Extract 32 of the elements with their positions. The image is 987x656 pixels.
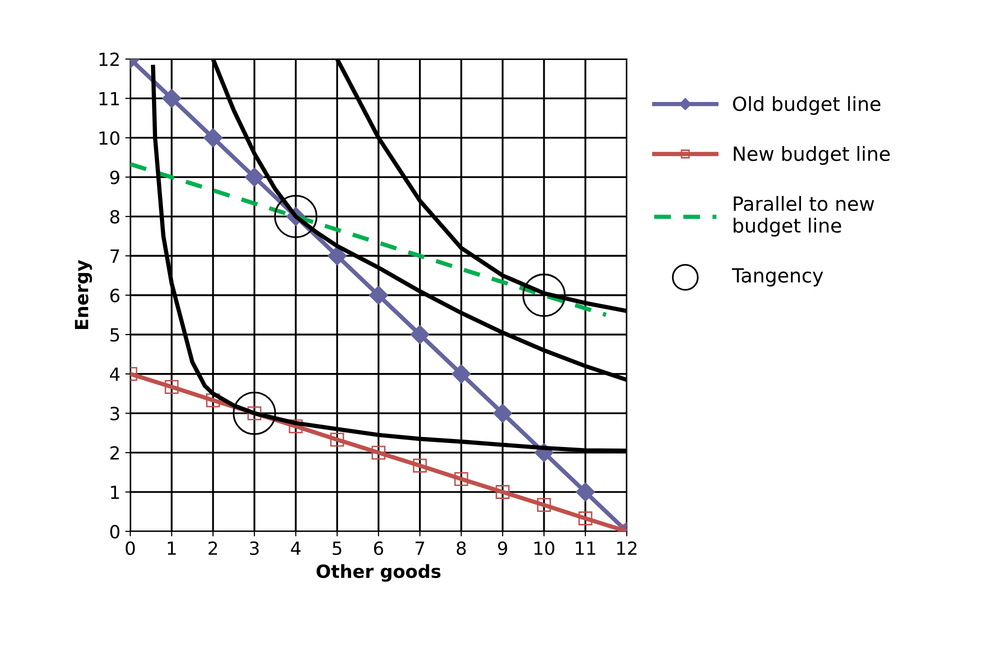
y-tick-label: 4 (110, 368, 120, 381)
x-tick-label: 3 (250, 541, 259, 556)
x-tick-label: 4 (290, 542, 300, 555)
y-tick-label: 1 (111, 486, 119, 499)
x-tick-label: 7 (416, 542, 424, 555)
x-tick-label: 5 (332, 542, 342, 556)
y-axis-title: Energy (74, 260, 92, 330)
y-tick-label: 5 (110, 328, 119, 342)
x-tick-label: 8 (456, 541, 466, 556)
x-tick-label: 11 (576, 542, 596, 555)
y-tick-label: 0 (110, 524, 120, 538)
y-tick-label: 3 (110, 406, 120, 420)
legend-label: New budget line (734, 146, 890, 165)
y-tick-label: 10 (100, 131, 120, 145)
x-tick-label: 6 (374, 541, 384, 556)
y-tick-label: 8 (110, 210, 120, 224)
y-tick-label: 12 (100, 52, 119, 66)
y-tick-label: 6 (110, 288, 120, 302)
x-axis-title: Other goods (316, 564, 440, 582)
legend-label: Old budget line (733, 96, 880, 115)
x-tick-label: 0 (126, 541, 135, 556)
x-tick-label: 1 (168, 542, 176, 555)
legend-label: Tangency (732, 268, 824, 286)
y-tick-label: 2 (110, 446, 119, 460)
x-tick-label: 10 (534, 541, 554, 556)
y-tick-label: 11 (100, 92, 119, 106)
y-tick-label: 7 (110, 250, 120, 263)
x-tick-label: 9 (498, 541, 508, 556)
x-tick-label: 2 (208, 541, 217, 555)
x-tick-label: 12 (617, 541, 636, 555)
y-tick-label: 9 (110, 170, 120, 184)
legend-label: Parallel to new budget line (734, 196, 874, 237)
